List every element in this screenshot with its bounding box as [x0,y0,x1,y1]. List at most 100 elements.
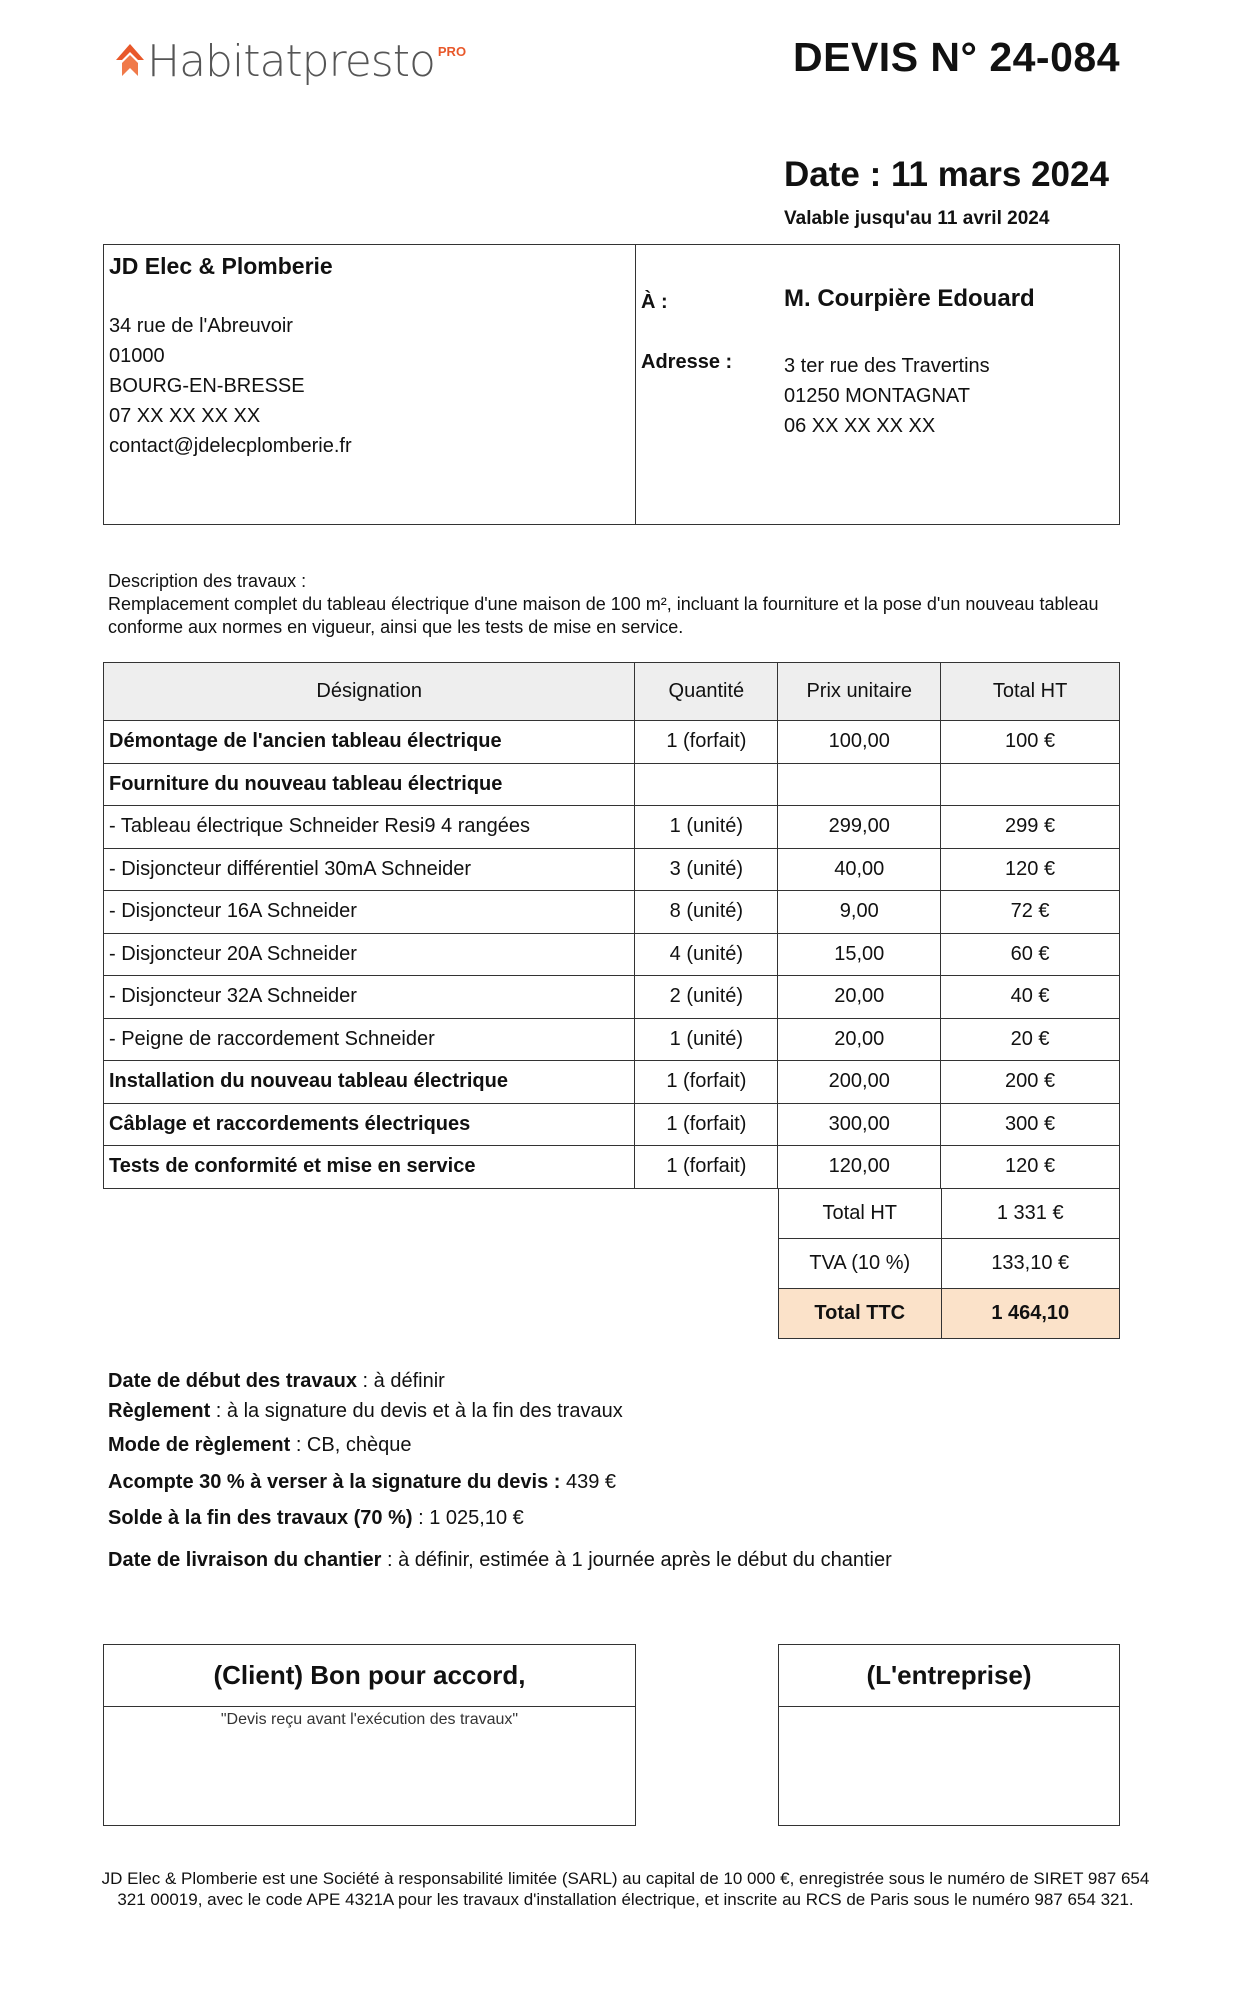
cell-designation: Fourniture du nouveau tableau électrique [102,762,636,806]
cell-unit-price: 20,00 [777,1017,942,1061]
term-label: Date de début des travaux [108,1370,357,1392]
table-row: Installation du nouveau tableau électriq… [102,1060,1120,1104]
cell-unit-price: 299,00 [777,805,942,849]
cell-designation: Tests de conformité et mise en service [102,1145,636,1189]
company-signature-box[interactable]: (L'entreprise) [778,1644,1120,1826]
table-row: - Disjoncteur différentiel 30mA Schneide… [102,847,1120,891]
cell-unit-price: 200,00 [777,1060,942,1104]
cell-quantity: 1 (forfait) [634,720,779,764]
cell-unit-price: 15,00 [777,932,942,976]
legal-footer: JD Elec & Plomberie est une Société à re… [101,1869,1150,1909]
cell-quantity: 3 (unité) [634,847,779,891]
table-row: - Peigne de raccordement Schneider 1 (uni… [102,1017,1120,1061]
description-text: Remplacement complet du tableau électriq… [108,594,1099,637]
cell-unit-price [777,762,942,806]
cell-designation: - Disjoncteur 20A Schneider [102,932,636,976]
habitatpresto-logo: Habitatpresto PRO [115,36,466,86]
cell-designation: - Disjoncteur 32A Schneider [102,975,636,1019]
to-label: À : [641,291,668,313]
quote-date: Date : 11 mars 2024 [784,155,1109,194]
items-table: Désignation Quantité Prix unitaire Total… [102,662,1120,1189]
cell-designation: Installation du nouveau tableau électriq… [102,1060,636,1104]
term-value: : à la signature du devis et à la fin de… [210,1400,623,1422]
cell-designation: - Tableau électrique Schneider Resi9 4 r… [102,805,636,849]
header-unit-price: Prix unitaire [777,662,942,721]
header-quantity: Quantité [634,662,779,721]
cell-total: 100 € [940,720,1120,764]
valid-until: Valable jusqu'au 11 avril 2024 [784,208,1050,229]
cell-designation: Démontage de l'ancien tableau électrique [102,720,636,764]
totals-table: Total HT 1 331 € TVA (10 %) 133,10 € Total… [778,1188,1120,1339]
cell-quantity: 2 (unité) [634,975,779,1019]
cell-total: 40 € [940,975,1120,1019]
term-label: Date de livraison du chantier [108,1549,382,1571]
client-line: 3 ter rue des Travertins [784,355,990,377]
table-row: Démontage de l'ancien tableau électrique… [102,720,1120,764]
tva-value: 133,10 € [940,1238,1120,1289]
company-info: JD Elec & Plomberie 34 rue de l'Abreuvoi… [104,245,636,524]
table-row: - Disjoncteur 20A Schneider 4 (unité) 15,0… [102,932,1120,976]
address-label: Adresse : [641,351,733,373]
term-line: Acompte 30 % à verser à la signature du … [108,1471,616,1494]
cell-total: 60 € [940,932,1120,976]
table-row: Câblage et raccordements électriques 1 (f… [102,1102,1120,1146]
header-designation: Désignation [102,662,636,721]
term-line: Solde à la fin des travaux (70 %) : 1 02… [108,1507,524,1530]
cell-quantity: 1 (forfait) [634,1145,779,1189]
cell-designation: - Peigne de raccordement Schneider [102,1017,636,1061]
cell-unit-price: 40,00 [777,847,942,891]
cell-total: 120 € [940,1145,1120,1189]
cell-total: 120 € [940,847,1120,891]
table-row: - Disjoncteur 16A Schneider 8 (unité) 9,00… [102,890,1120,934]
company-line: BOURG-EN-BRESSE [109,375,305,397]
table-row: - Tableau électrique Schneider Resi9 4 r… [102,805,1120,849]
cell-designation: Câblage et raccordements électriques [102,1102,636,1146]
term-value: 439 € [560,1471,617,1493]
cell-quantity: 8 (unité) [634,890,779,934]
company-line: contact@jdelecplomberie.fr [109,435,352,457]
table-row: Fourniture du nouveau tableau électrique [102,762,1120,806]
cell-unit-price: 9,00 [777,890,942,934]
cell-total: 20 € [940,1017,1120,1061]
cell-total: 200 € [940,1060,1120,1104]
cell-quantity: 1 (unité) [634,1017,779,1061]
company-line: 34 rue de l'Abreuvoir [109,315,293,337]
term-label: Solde à la fin des travaux (70 %) [108,1507,413,1529]
description-label: Description des travaux : [108,571,307,591]
cell-designation: - Disjoncteur différentiel 30mA Schneide… [102,847,636,891]
company-line: 07 XX XX XX XX [109,405,261,427]
term-value: : CB, chèque [290,1434,412,1456]
work-description: Description des travaux : Remplacement c… [108,570,1118,639]
term-line: Mode de règlement : CB, chèque [108,1434,411,1457]
header-total: Total HT [940,662,1120,721]
term-value: : à définir [356,1370,445,1392]
cell-quantity [634,762,779,806]
cell-quantity: 1 (unité) [634,805,779,849]
cell-total: 72 € [940,890,1120,934]
term-line: Date de début des travaux : à définir [108,1370,445,1393]
term-line: Date de livraison du chantier : à défini… [108,1549,892,1572]
cell-unit-price: 20,00 [777,975,942,1019]
client-info: À : M. Courpière Edouard Adresse : 3 ter… [636,245,1119,524]
house-icon [116,44,144,76]
total-ttc-label: Total TTC [778,1288,942,1339]
cell-quantity: 1 (forfait) [634,1060,779,1104]
client-line: 06 XX XX XX XX [784,415,936,437]
client-name: M. Courpière Edouard [784,285,1035,312]
client-signature-box[interactable]: (Client) Bon pour accord, "Devis reçu av… [103,1644,636,1826]
term-value: : à définir, estimée à 1 journée après l… [381,1549,892,1571]
client-signature-note: "Devis reçu avant l'exécution des travau… [220,1711,519,1728]
tva-label: TVA (10 %) [778,1238,942,1289]
total-ht-value: 1 331 € [940,1188,1120,1239]
table-header: Désignation Quantité Prix unitaire Total… [102,662,1120,721]
cell-total [940,762,1120,806]
table-row: Tests de conformité et mise en service 1 … [102,1145,1120,1189]
total-ttc-row: Total TTC 1 464,10 [778,1288,1120,1339]
term-line: Règlement : à la signature du devis et à… [108,1400,623,1423]
tva-row: TVA (10 %) 133,10 € [778,1238,1120,1289]
client-line: 01250 MONTAGNAT [784,385,970,407]
cell-unit-price: 120,00 [777,1145,942,1189]
parties-box: JD Elec & Plomberie 34 rue de l'Abreuvoi… [103,244,1120,525]
total-ttc-value: 1 464,10 [940,1288,1120,1339]
cell-quantity: 4 (unité) [634,932,779,976]
